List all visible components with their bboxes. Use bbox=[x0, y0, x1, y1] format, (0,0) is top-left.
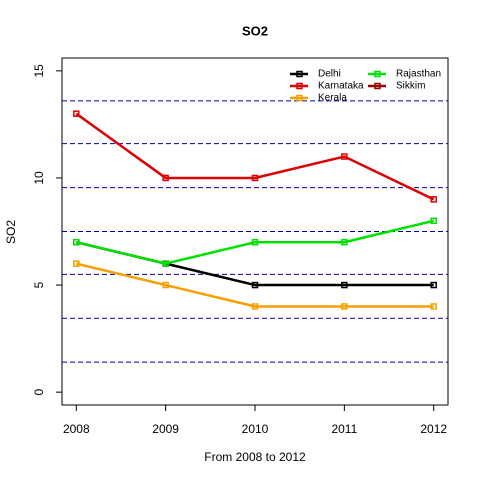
point bbox=[430, 196, 437, 203]
series-line bbox=[76, 240, 434, 287]
legend-marker bbox=[296, 70, 303, 78]
point bbox=[430, 217, 437, 225]
point bbox=[341, 303, 348, 310]
point bbox=[162, 174, 169, 182]
x-tick-label: 2011 bbox=[331, 422, 357, 436]
chart-title: SO2 bbox=[242, 23, 268, 38]
y-tick-label: 15 bbox=[32, 64, 46, 78]
point bbox=[341, 281, 348, 289]
x-tick-label: 2008 bbox=[63, 422, 90, 436]
series-line bbox=[76, 262, 434, 308]
point bbox=[73, 238, 80, 246]
point bbox=[162, 281, 169, 289]
point bbox=[162, 260, 169, 267]
legend-marker bbox=[296, 94, 303, 102]
y-axis-label: SO2 bbox=[4, 220, 18, 244]
legend-label: Kerala bbox=[318, 93, 347, 104]
point bbox=[73, 110, 80, 117]
point bbox=[430, 303, 437, 310]
x-tick-label: 2009 bbox=[152, 422, 179, 436]
point bbox=[341, 238, 348, 246]
y-tick-label: 10 bbox=[32, 171, 46, 185]
point bbox=[251, 174, 259, 182]
point bbox=[73, 260, 80, 267]
x-tick-label: 2012 bbox=[420, 422, 447, 436]
legend-label: Sikkim bbox=[396, 81, 425, 92]
series-line bbox=[76, 219, 434, 265]
legend-label: Rajasthan bbox=[396, 69, 441, 80]
point bbox=[251, 303, 259, 310]
legend-marker bbox=[296, 82, 303, 90]
point bbox=[251, 238, 259, 246]
point bbox=[430, 281, 437, 289]
series-line bbox=[75, 112, 435, 201]
y-tick-label: 0 bbox=[32, 388, 46, 395]
x-axis-label: From 2008 to 2012 bbox=[204, 450, 306, 464]
point bbox=[341, 153, 348, 160]
legend-marker bbox=[374, 70, 381, 78]
y-tick-label: 5 bbox=[32, 281, 46, 288]
legend-label: Delhi bbox=[318, 69, 341, 80]
x-tick-label: 2010 bbox=[242, 422, 269, 436]
legend-marker bbox=[374, 82, 381, 90]
legend-label: Karnataka bbox=[318, 81, 364, 92]
point bbox=[251, 281, 259, 289]
